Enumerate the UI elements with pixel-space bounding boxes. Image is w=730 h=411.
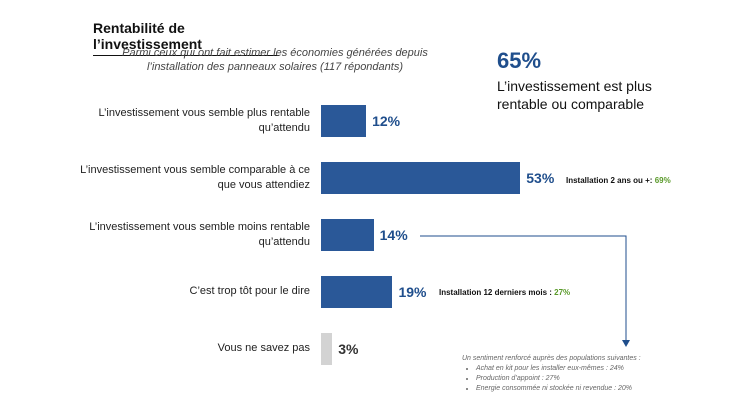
note-installation-2ans: Installation 2 ans ou +: 69% <box>566 176 671 185</box>
note-prefix: Installation 12 derniers mois : <box>439 288 555 297</box>
note-value: 27% <box>554 288 571 297</box>
bar <box>321 333 333 365</box>
footnote-heading: Un sentiment renforcé auprès des populat… <box>462 355 641 362</box>
category-label: L’investissement vous semble plus rentab… <box>98 107 310 134</box>
data-label: 12% <box>372 113 401 129</box>
note-value: 69% <box>654 176 671 185</box>
note-installation-12mois: Installation 12 derniers mois : 27% <box>439 288 570 297</box>
data-label: 19% <box>398 284 427 300</box>
data-label: 53% <box>526 170 555 186</box>
arrow-head-icon <box>622 340 630 347</box>
category-label: Vous ne savez pas <box>217 342 310 354</box>
highlight-value: 65% <box>497 48 542 73</box>
footnote-item: Production d’appoint : 27% <box>476 374 641 384</box>
bar <box>321 162 521 194</box>
footnote: Un sentiment renforcé auprès des populat… <box>462 354 641 394</box>
highlight-text: L’investissement est plus rentable ou co… <box>497 78 652 112</box>
footnote-item: Achat en kit pour les installer eux-même… <box>476 364 641 374</box>
footnote-item: Energie consommée ni stockée ni revendue… <box>476 384 641 394</box>
category-label: C’est trop tôt pour le dire <box>189 285 310 297</box>
bar <box>321 105 367 137</box>
note-prefix: Installation 2 ans ou +: <box>566 176 655 185</box>
data-label: 14% <box>379 227 408 243</box>
chart-subtitle: Parmi ceux qui ont fait estimer les écon… <box>122 47 428 73</box>
category-label: L’investissement vous semble comparable … <box>80 164 310 191</box>
bar <box>321 276 393 308</box>
data-label: 3% <box>338 341 359 357</box>
bar <box>321 219 374 251</box>
chart-title: Rentabilité de l’investissement <box>93 20 279 56</box>
category-label: L’investissement vous semble moins renta… <box>89 221 310 248</box>
